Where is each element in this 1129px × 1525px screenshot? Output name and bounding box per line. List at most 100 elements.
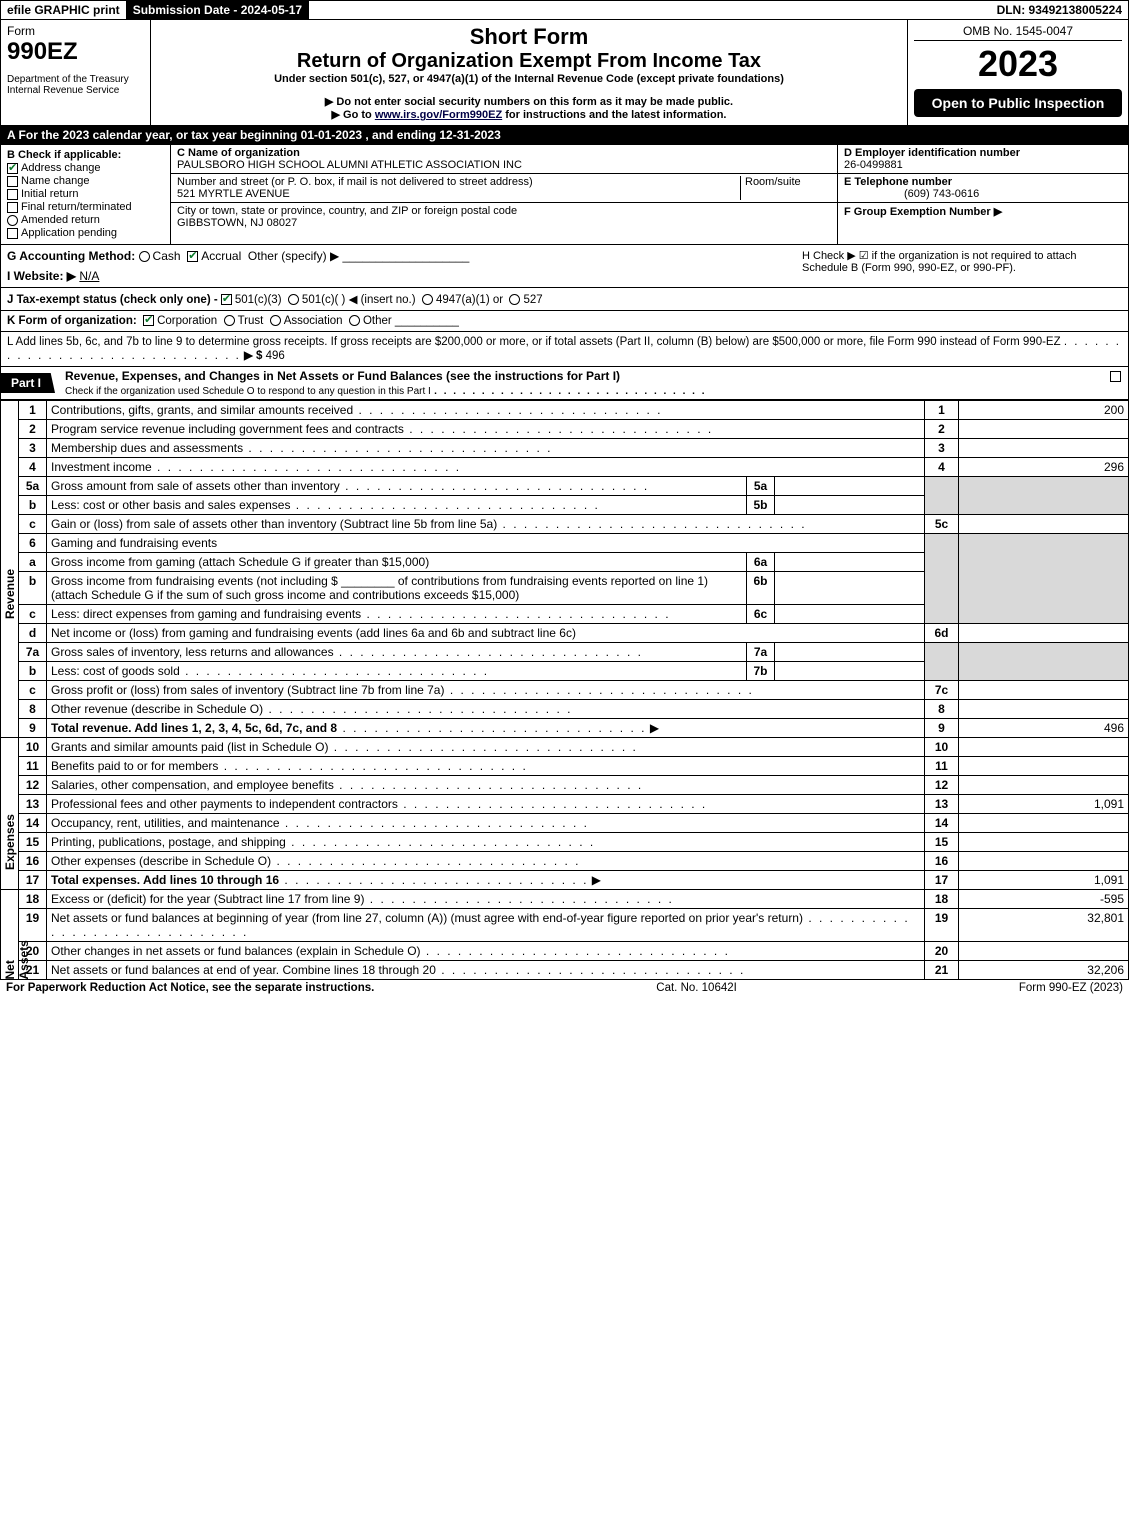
expenses-vlabel: Expenses [1, 738, 19, 890]
line-13: 13Professional fees and other payments t… [1, 795, 1129, 814]
radio-icon[interactable] [224, 315, 235, 326]
line-6d: dNet income or (loss) from gaming and fu… [1, 624, 1129, 643]
d-value: 26-0499881 [844, 159, 903, 171]
dln-label: DLN: 93492138005224 [991, 1, 1128, 19]
b-address-change[interactable]: Address change [7, 162, 164, 174]
e-value: (609) 743-0616 [844, 188, 979, 200]
go-to-post: for instructions and the latest informat… [502, 109, 726, 121]
checkbox-icon[interactable] [7, 202, 18, 213]
line-21: 21Net assets or fund balances at end of … [1, 961, 1129, 980]
footer-left: For Paperwork Reduction Act Notice, see … [6, 982, 374, 994]
row-j: J Tax-exempt status (check only one) - 5… [0, 288, 1129, 311]
form-word: Form [7, 24, 144, 38]
k-label: K Form of organization: [7, 315, 137, 327]
line-5a: 5aGross amount from sale of assets other… [1, 477, 1129, 496]
radio-icon[interactable] [509, 294, 520, 305]
b-initial-return[interactable]: Initial return [7, 188, 164, 200]
d-row: D Employer identification number 26-0499… [838, 145, 1128, 174]
omb-number: OMB No. 1545-0047 [914, 24, 1122, 41]
submission-date: Submission Date - 2024-05-17 [127, 1, 309, 19]
checkbox-icon[interactable] [7, 163, 18, 174]
go-to: ▶ Go to www.irs.gov/Form990EZ for instru… [157, 108, 901, 121]
line-20: 20Other changes in net assets or fund ba… [1, 942, 1129, 961]
line-17: 17Total expenses. Add lines 10 through 1… [1, 871, 1129, 890]
c-nameorg-label: C Name of organization [177, 147, 300, 159]
b-label: B Check if applicable: [7, 149, 164, 161]
line-18: Net Assets 18Excess or (deficit) for the… [1, 890, 1129, 909]
header-right: OMB No. 1545-0047 2023 Open to Public In… [908, 20, 1128, 125]
checkbox-icon[interactable] [7, 228, 18, 239]
footer-mid: Cat. No. 10642I [656, 982, 737, 994]
i-label: I Website: ▶ [7, 269, 76, 283]
radio-icon[interactable] [7, 215, 18, 226]
header-center: Short Form Return of Organization Exempt… [151, 20, 908, 125]
checkbox-icon[interactable] [7, 189, 18, 200]
line-6: 6Gaming and fundraising events [1, 534, 1129, 553]
part1-table: Revenue 1 Contributions, gifts, grants, … [0, 400, 1129, 980]
radio-icon[interactable] [139, 251, 150, 262]
line-10: Expenses 10Grants and similar amounts pa… [1, 738, 1129, 757]
radio-icon[interactable] [349, 315, 360, 326]
g-col: G Accounting Method: Cash Accrual Other … [7, 249, 802, 283]
line-2: 2Program service revenue including gover… [1, 420, 1129, 439]
c-city: GIBBSTOWN, NJ 08027 [177, 217, 297, 229]
j-opt4: 527 [523, 294, 542, 306]
revenue-vlabel: Revenue [1, 401, 19, 738]
c-nameorg-row: C Name of organization PAULSBORO HIGH SC… [171, 145, 837, 174]
efile-label[interactable]: efile GRAPHIC print [1, 1, 127, 19]
b-amended-return[interactable]: Amended return [7, 214, 164, 226]
f-row: F Group Exemption Number ▶ [838, 203, 1128, 220]
l-amount-label: ▶ $ [244, 350, 266, 362]
dots-icon [434, 386, 706, 397]
part1-bar: Part I Revenue, Expenses, and Changes in… [0, 367, 1129, 400]
netassets-vlabel: Net Assets [1, 890, 19, 980]
l-text: L Add lines 5b, 6c, and 7b to line 9 to … [7, 336, 1061, 348]
checkbox-icon[interactable] [143, 315, 154, 326]
radio-icon[interactable] [270, 315, 281, 326]
header-left: Form 990EZ Department of the Treasury In… [1, 20, 151, 125]
b-final-return[interactable]: Final return/terminated [7, 201, 164, 213]
row-gh: G Accounting Method: Cash Accrual Other … [0, 245, 1129, 288]
f-label: F Group Exemption Number ▶ [844, 206, 1002, 218]
line-15: 15Printing, publications, postage, and s… [1, 833, 1129, 852]
line-11: 11Benefits paid to or for members11 [1, 757, 1129, 776]
c-street-label: Number and street (or P. O. box, if mail… [177, 176, 533, 188]
b-name-change[interactable]: Name change [7, 175, 164, 187]
c-city-label: City or town, state or province, country… [177, 205, 517, 217]
k-other: Other [363, 315, 392, 327]
do-not-enter: ▶ Do not enter social security numbers o… [157, 95, 901, 108]
top-bar: efile GRAPHIC print Submission Date - 20… [0, 0, 1129, 20]
short-form-title: Short Form [157, 24, 901, 50]
checkbox-icon[interactable] [221, 294, 232, 305]
line-7c: cGross profit or (loss) from sales of in… [1, 681, 1129, 700]
footer-right: Form 990-EZ (2023) [1019, 982, 1123, 994]
form-header: Form 990EZ Department of the Treasury In… [0, 20, 1129, 126]
checkbox-icon[interactable] [187, 251, 198, 262]
section-bcdef: B Check if applicable: Address change Na… [0, 145, 1129, 245]
go-to-link[interactable]: www.irs.gov/Form990EZ [375, 109, 502, 121]
go-to-pre: ▶ Go to [332, 109, 375, 121]
j-opt2: 501(c)( ) ◀ (insert no.) [302, 294, 416, 306]
i-value: N/A [79, 269, 99, 283]
tax-year: 2023 [914, 43, 1122, 85]
irs-label: Internal Revenue Service [7, 85, 144, 96]
g-other: Other (specify) ▶ [248, 249, 339, 263]
return-title: Return of Organization Exempt From Incom… [157, 50, 901, 73]
checkbox-icon[interactable] [1110, 371, 1121, 382]
line-9: 9Total revenue. Add lines 1, 2, 3, 4, 5c… [1, 719, 1129, 738]
under-section: Under section 501(c), 527, or 4947(a)(1)… [157, 73, 901, 85]
radio-icon[interactable] [288, 294, 299, 305]
checkbox-icon[interactable] [7, 176, 18, 187]
part1-tab: Part I [1, 373, 55, 393]
j-opt1: 501(c)(3) [235, 294, 282, 306]
e-label: E Telephone number [844, 176, 952, 188]
j-opt3: 4947(a)(1) or [436, 294, 503, 306]
radio-icon[interactable] [422, 294, 433, 305]
c-room-label: Room/suite [741, 176, 831, 200]
l-amount: 496 [266, 350, 285, 362]
c-street-row: Number and street (or P. O. box, if mail… [171, 174, 837, 203]
b-application-pending[interactable]: Application pending [7, 227, 164, 239]
g-accrual: Accrual [201, 249, 241, 263]
line-4: 4Investment income4296 [1, 458, 1129, 477]
c-city-row: City or town, state or province, country… [171, 203, 837, 231]
